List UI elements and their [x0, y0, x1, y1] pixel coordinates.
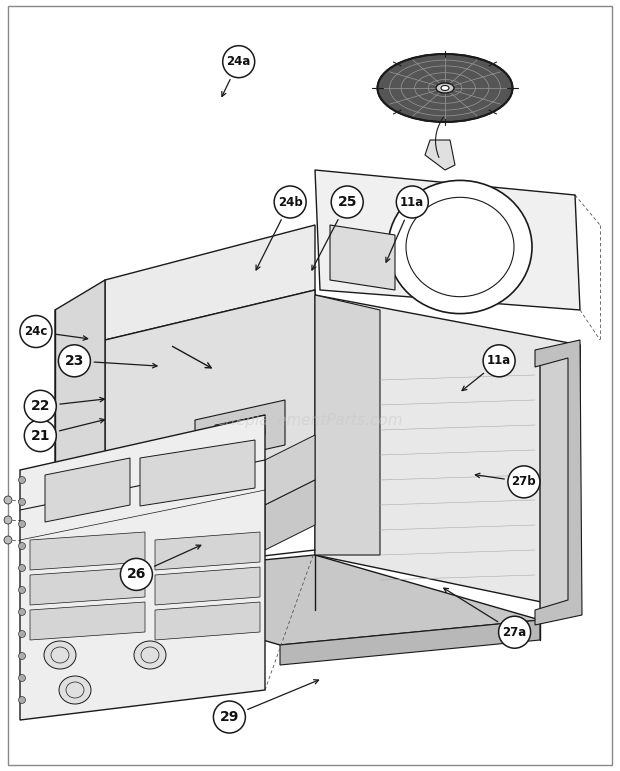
Text: 24b: 24b [278, 196, 303, 208]
Ellipse shape [378, 54, 513, 122]
Circle shape [483, 345, 515, 377]
Polygon shape [215, 415, 265, 445]
Circle shape [331, 186, 363, 218]
Circle shape [4, 516, 12, 524]
Polygon shape [105, 290, 315, 370]
Polygon shape [155, 532, 260, 570]
Polygon shape [55, 555, 540, 645]
Circle shape [19, 675, 25, 682]
Polygon shape [30, 532, 145, 570]
Polygon shape [105, 290, 315, 550]
Circle shape [20, 315, 52, 348]
Ellipse shape [44, 641, 76, 669]
Ellipse shape [59, 676, 91, 704]
Text: eReplacementParts.com: eReplacementParts.com [216, 412, 404, 428]
Polygon shape [20, 415, 265, 720]
Circle shape [19, 564, 25, 571]
Polygon shape [140, 440, 255, 506]
Circle shape [213, 701, 246, 733]
Polygon shape [265, 480, 315, 550]
Polygon shape [55, 280, 105, 580]
Circle shape [396, 186, 428, 218]
Polygon shape [535, 340, 582, 625]
Circle shape [4, 536, 12, 544]
Ellipse shape [134, 641, 166, 669]
Text: 25: 25 [337, 195, 357, 209]
Text: 11a: 11a [400, 196, 425, 208]
Polygon shape [315, 170, 580, 310]
Circle shape [274, 186, 306, 218]
Circle shape [508, 466, 540, 498]
Circle shape [19, 543, 25, 550]
Text: 24c: 24c [24, 325, 48, 338]
Text: 22: 22 [30, 399, 50, 413]
Text: 23: 23 [64, 354, 84, 368]
Circle shape [19, 476, 25, 483]
Circle shape [4, 496, 12, 504]
Ellipse shape [388, 180, 532, 314]
Polygon shape [155, 567, 260, 605]
Polygon shape [330, 225, 395, 290]
Polygon shape [540, 345, 580, 620]
Text: 27a: 27a [502, 626, 527, 638]
Polygon shape [45, 458, 130, 522]
Text: 27b: 27b [512, 476, 536, 488]
Polygon shape [30, 602, 145, 640]
Circle shape [223, 45, 255, 78]
Polygon shape [315, 295, 380, 555]
Circle shape [19, 499, 25, 506]
Text: 11a: 11a [487, 355, 512, 367]
Circle shape [19, 696, 25, 703]
Circle shape [120, 558, 153, 591]
Polygon shape [105, 225, 315, 340]
Circle shape [498, 616, 531, 648]
Text: 21: 21 [30, 429, 50, 443]
Circle shape [19, 608, 25, 615]
Circle shape [24, 419, 56, 452]
Polygon shape [195, 400, 285, 465]
Text: 26: 26 [126, 567, 146, 581]
Polygon shape [315, 295, 580, 610]
Ellipse shape [436, 83, 454, 93]
Polygon shape [280, 620, 540, 665]
Circle shape [19, 631, 25, 638]
Circle shape [19, 652, 25, 659]
Text: 24a: 24a [226, 56, 251, 68]
Polygon shape [30, 567, 145, 605]
Circle shape [19, 520, 25, 527]
Polygon shape [265, 435, 315, 505]
Circle shape [24, 390, 56, 423]
Circle shape [58, 345, 91, 377]
Polygon shape [425, 140, 455, 170]
Ellipse shape [441, 86, 449, 90]
Polygon shape [155, 602, 260, 640]
Circle shape [19, 587, 25, 594]
Text: 29: 29 [219, 710, 239, 724]
